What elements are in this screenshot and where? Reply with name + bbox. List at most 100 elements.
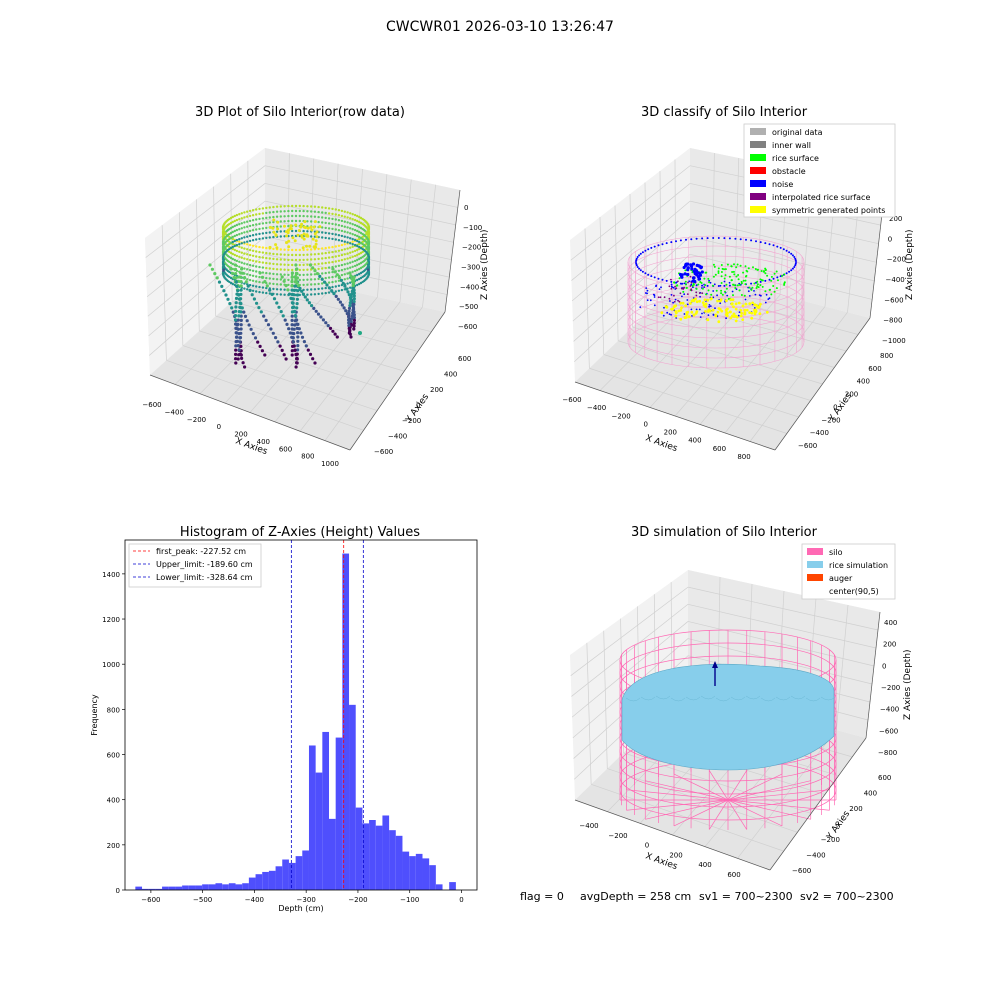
legend-label: original data	[772, 128, 823, 137]
classified-point	[691, 284, 694, 287]
classified-point	[690, 299, 694, 303]
raw-point	[308, 263, 313, 267]
classified-point	[673, 281, 676, 284]
raw-point	[287, 253, 290, 257]
raw-point	[306, 210, 309, 213]
raw-point	[334, 290, 337, 293]
raw-point	[268, 267, 271, 270]
raw-point	[264, 318, 268, 322]
classified-point	[680, 306, 683, 310]
raw-point	[299, 225, 303, 229]
classified-point	[744, 279, 747, 282]
raw-point	[331, 260, 334, 264]
raw-point	[240, 356, 244, 360]
raw-point	[306, 268, 309, 271]
raw-point	[359, 226, 363, 230]
histogram-bar	[268, 870, 276, 890]
raw-point	[228, 242, 231, 246]
raw-point	[343, 225, 346, 228]
raw-point	[287, 219, 290, 223]
classified-point	[730, 302, 734, 305]
raw-point	[246, 235, 249, 238]
raw-point	[261, 256, 265, 259]
raw-point	[285, 230, 288, 234]
raw-point	[258, 232, 261, 236]
raw-point	[353, 228, 357, 232]
classified-point	[739, 238, 742, 241]
classified-point	[677, 280, 679, 283]
raw-point	[358, 277, 361, 281]
z-tick-label: −200	[881, 684, 900, 692]
classified-point	[734, 302, 738, 306]
raw-point	[279, 210, 282, 213]
raw-point	[236, 357, 240, 361]
raw-point	[284, 357, 288, 361]
classified-point	[645, 287, 648, 289]
raw-point	[291, 336, 295, 340]
raw-point	[290, 314, 294, 318]
raw-point	[240, 256, 243, 259]
raw-point	[258, 344, 262, 348]
classified-point	[673, 300, 676, 303]
y-tick-label: −400	[810, 429, 829, 437]
raw-point	[305, 244, 308, 248]
raw-point	[358, 272, 361, 276]
raw-point	[228, 232, 231, 236]
raw-point	[255, 245, 258, 248]
raw-point	[349, 232, 352, 235]
classified-point	[670, 280, 673, 283]
x-tick-label: −400	[165, 408, 184, 416]
raw-point	[306, 258, 309, 261]
classified-point	[708, 279, 710, 282]
raw-point	[351, 213, 354, 216]
classified-point	[677, 309, 681, 313]
raw-point	[293, 239, 297, 243]
raw-point	[279, 293, 282, 296]
raw-point	[283, 288, 286, 291]
z-tick-label: −400	[880, 706, 899, 714]
raw-point	[276, 340, 280, 344]
x-tick-label: 0	[217, 423, 221, 431]
classified-point	[751, 286, 754, 289]
classified-point	[744, 265, 747, 268]
classified-point	[698, 271, 702, 275]
classified-point	[646, 289, 649, 292]
raw-point	[285, 322, 289, 326]
rice-mesh-line	[700, 695, 716, 700]
y-tick-label: 1000	[102, 661, 120, 669]
raw-point	[344, 309, 348, 313]
classified-point	[725, 299, 728, 303]
raw-point	[268, 231, 271, 234]
raw-point	[321, 247, 324, 250]
raw-point	[261, 207, 265, 210]
raw-point	[324, 261, 327, 265]
classified-point	[745, 238, 747, 241]
raw-point	[234, 357, 238, 361]
raw-point	[255, 238, 258, 241]
raw-point	[352, 294, 356, 298]
raw-point	[263, 280, 267, 284]
raw-point	[327, 271, 331, 274]
raw-point	[229, 226, 233, 230]
raw-point	[290, 353, 294, 357]
classified-point	[707, 289, 710, 292]
raw-point	[251, 254, 255, 257]
raw-point	[337, 264, 341, 267]
raw-point	[292, 305, 296, 309]
classified-point	[649, 299, 652, 302]
x-tick-label: −400	[245, 896, 264, 904]
raw-point	[251, 229, 255, 232]
classified-point	[794, 262, 797, 265]
raw-point	[311, 357, 315, 361]
raw-point	[310, 215, 313, 218]
raw-point	[346, 257, 349, 260]
raw-point	[356, 253, 359, 257]
raw-point	[268, 262, 271, 265]
raw-point	[231, 215, 234, 219]
panel1-zlabel: Z Axies (Depth)	[480, 229, 490, 300]
panel1-title: 3D Plot of Silo Interior(row data)	[195, 105, 405, 120]
raw-point	[324, 236, 327, 240]
raw-point	[334, 280, 337, 283]
x-tick-label: −400	[587, 404, 606, 412]
raw-point	[347, 309, 351, 313]
